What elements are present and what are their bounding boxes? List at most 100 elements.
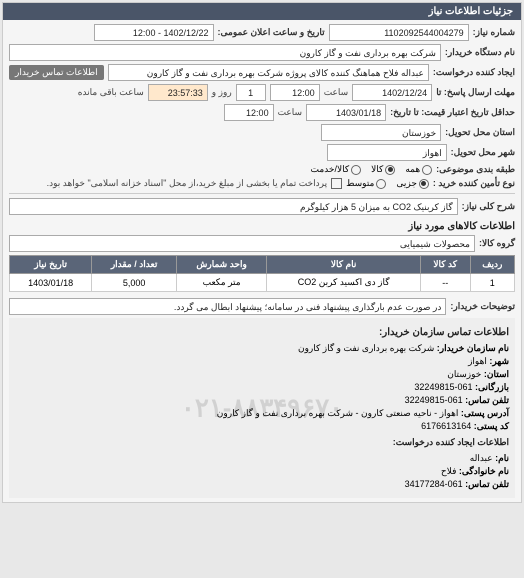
contact-name-label: نام: <box>495 453 509 463</box>
radio-small[interactable]: جزیی <box>396 178 429 189</box>
time-label-2: ساعت <box>278 107 303 118</box>
row-deadline: مهلت ارسال پاسخ: تا 1402/12/24 ساعت 12:0… <box>9 84 515 101</box>
table-header-row: ردیف کد کالا نام کالا واحد شمارش تعداد /… <box>10 256 515 274</box>
need-title-field: گاز کربنیک CO2 به میزان 5 هزار کیلوگرم <box>9 198 458 215</box>
days-left: 1 <box>236 84 266 101</box>
payment-checkbox[interactable] <box>331 178 342 189</box>
payment-note: پرداخت تمام یا بخشی از مبلغ خرید،از محل … <box>47 178 327 189</box>
contact-postcode: کد پستی: 6176613164 <box>15 421 509 432</box>
row-province: استان محل تحویل: خوزستان <box>9 124 515 141</box>
contact-fax-value: 061-32249815 <box>405 395 463 405</box>
contact-name-value: عبداله <box>470 453 493 463</box>
contact-address-label: آدرس پستی: <box>461 408 509 418</box>
city-label: شهر محل تحویل: <box>451 147 515 158</box>
contact-org-label: نام سازمان خریدار: <box>437 343 509 353</box>
goods-section-title: اطلاعات کالاهای مورد نیاز <box>9 218 515 235</box>
cell-row: 1 <box>470 274 514 292</box>
panel-title: جزئیات اطلاعات نیاز <box>3 3 521 20</box>
province-field: خوزستان <box>321 124 441 141</box>
need-number-field: 1102092544004279 <box>329 24 469 41</box>
validity-time: 12:00 <box>224 104 274 121</box>
table-row: 1 -- گاز دی اکسید کربن CO2 متر مکعب 5,00… <box>10 274 515 292</box>
col-qty: تعداد / مقدار <box>92 256 177 274</box>
row-city: شهر محل تحویل: اهواز <box>9 144 515 161</box>
col-code: کد کالا <box>420 256 470 274</box>
radio-dot-icon <box>422 165 432 175</box>
row-need-title: شرح کلی نیاز: گاز کربنیک CO2 به میزان 5 … <box>9 198 515 215</box>
col-row: ردیف <box>470 256 514 274</box>
need-title-label: شرح کلی نیاز: <box>462 201 515 212</box>
validity-label: حداقل تاریخ اعتبار قیمت: تا تاریخ: <box>390 107 515 118</box>
contact-section-title: اطلاعات تماس سازمان خریدار: <box>15 324 509 341</box>
radio-medium[interactable]: متوسط <box>346 178 386 189</box>
radio-goods[interactable]: کالا <box>371 164 395 175</box>
contact-bazargani-label: بازرگانی: <box>475 382 509 392</box>
buyer-org-field: شرکت بهره برداری نفت و گاز کارون <box>9 44 441 61</box>
row-buyer-notes: توضیحات خریدار: در صورت عدم بارگذاری پیش… <box>9 298 515 315</box>
budget-label: طبقه بندی موضوعی: <box>436 164 515 175</box>
need-number-label: شماره نیاز: <box>473 27 515 38</box>
buyer-org-label: نام دستگاه خریدار: <box>445 47 515 58</box>
announce-value: 1402/12/22 - 12:00 <box>94 24 214 41</box>
countdown: 23:57:33 <box>148 84 208 101</box>
contact-family: نام خانوادگی: فلاح <box>15 466 509 477</box>
row-buy-type: نوع تأمین کننده خرید : جزیی متوسط پرداخت… <box>9 178 515 189</box>
contact-postcode-value: 6176613164 <box>421 421 471 431</box>
radio-dot-checked-icon <box>419 179 429 189</box>
cell-date: 1403/01/18 <box>10 274 92 292</box>
radio-all[interactable]: همه <box>405 164 432 175</box>
divider <box>9 193 515 194</box>
creator-section-title: اطلاعات ایجاد کننده درخواست: <box>15 434 509 451</box>
deadline-label: مهلت ارسال پاسخ: تا <box>436 87 515 98</box>
panel-body: شماره نیاز: 1102092544004279 تاریخ و ساع… <box>3 20 521 502</box>
row-validity: حداقل تاریخ اعتبار قیمت: تا تاریخ: 1403/… <box>9 104 515 121</box>
budget-radio-group: همه کالا کالا/خدمت <box>311 164 433 175</box>
contact-name: نام: عبداله <box>15 453 509 464</box>
radio-services-label: کالا/خدمت <box>311 164 350 175</box>
buy-type-label: نوع تأمین کننده خرید : <box>433 178 515 189</box>
deadline-time: 12:00 <box>270 84 320 101</box>
radio-dot-checked-icon <box>385 165 395 175</box>
goods-group-label: گروه کالا: <box>479 238 515 249</box>
contact-family-label: نام خانوادگی: <box>459 466 509 476</box>
col-date: تاریخ نیاز <box>10 256 92 274</box>
cell-unit: متر مکعب <box>176 274 267 292</box>
days-label: روز و <box>212 87 232 98</box>
goods-table: ردیف کد کالا نام کالا واحد شمارش تعداد /… <box>9 255 515 292</box>
contact-org-value: شرکت بهره برداری نفت و گاز کارون <box>298 343 434 353</box>
contact-badge[interactable]: اطلاعات تماس خریدار <box>9 65 104 80</box>
contact-phone-value: 061-34177284 <box>405 479 463 489</box>
radio-dot-icon <box>376 179 386 189</box>
buy-type-radio-group: جزیی متوسط <box>346 178 429 189</box>
contact-fax-label: تلفن تماس: <box>465 395 509 405</box>
time-label-1: ساعت <box>324 87 349 98</box>
contact-city-value: اهواز <box>468 356 487 366</box>
contact-family-value: فلاح <box>441 466 456 476</box>
request-creator-label: ایجاد کننده درخواست: <box>433 67 515 78</box>
province-label: استان محل تحویل: <box>445 127 515 138</box>
radio-goods-label: کالا <box>371 164 383 175</box>
cell-qty: 5,000 <box>92 274 177 292</box>
city-field: اهواز <box>327 144 447 161</box>
radio-small-label: جزیی <box>396 178 417 189</box>
radio-all-label: همه <box>405 164 420 175</box>
row-budget: طبقه بندی موضوعی: همه کالا کالا/خدمت <box>9 164 515 175</box>
announce-label: تاریخ و ساعت اعلان عمومی: <box>218 27 325 38</box>
col-name: نام کالا <box>267 256 420 274</box>
remaining-label: ساعت باقی مانده <box>78 87 144 98</box>
contact-phone-label: تلفن تماس: <box>465 479 509 489</box>
contact-phone: تلفن تماس: 061-34177284 <box>15 479 509 490</box>
contact-province-value: خوزستان <box>447 369 481 379</box>
buyer-notes-field: در صورت عدم بارگذاری پیشنهاد فنی در ساما… <box>9 298 446 315</box>
radio-medium-label: متوسط <box>346 178 374 189</box>
cell-code: -- <box>420 274 470 292</box>
contact-city-label: شهر: <box>489 356 509 366</box>
buyer-notes-label: توضیحات خریدار: <box>450 301 515 312</box>
radio-services[interactable]: کالا/خدمت <box>311 164 362 175</box>
col-unit: واحد شمارش <box>176 256 267 274</box>
radio-dot-icon <box>351 165 361 175</box>
contact-postcode-label: کد پستی: <box>474 421 509 431</box>
deadline-date: 1402/12/24 <box>352 84 432 101</box>
row-need-number: شماره نیاز: 1102092544004279 تاریخ و ساع… <box>9 24 515 41</box>
contact-province: استان: خوزستان <box>15 369 509 380</box>
